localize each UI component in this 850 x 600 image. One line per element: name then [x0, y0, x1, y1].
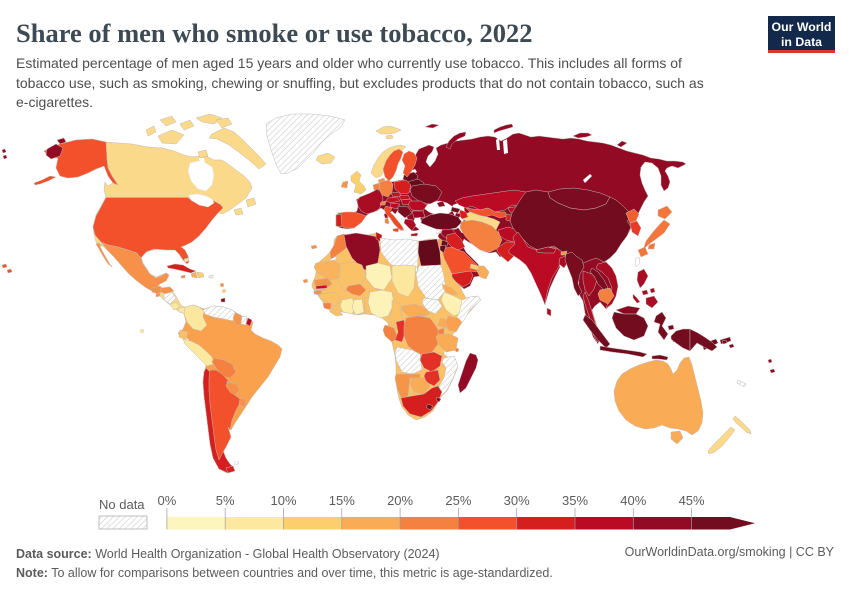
svg-text:45%: 45%: [679, 493, 705, 508]
svg-text:10%: 10%: [270, 493, 296, 508]
svg-text:35%: 35%: [562, 493, 588, 508]
svg-text:20%: 20%: [387, 493, 413, 508]
svg-text:0%: 0%: [158, 493, 177, 508]
svg-text:40%: 40%: [620, 493, 646, 508]
svg-text:No data: No data: [99, 497, 145, 512]
svg-text:25%: 25%: [445, 493, 471, 508]
svg-text:30%: 30%: [504, 493, 530, 508]
svg-text:5%: 5%: [216, 493, 235, 508]
svg-text:15%: 15%: [329, 493, 355, 508]
